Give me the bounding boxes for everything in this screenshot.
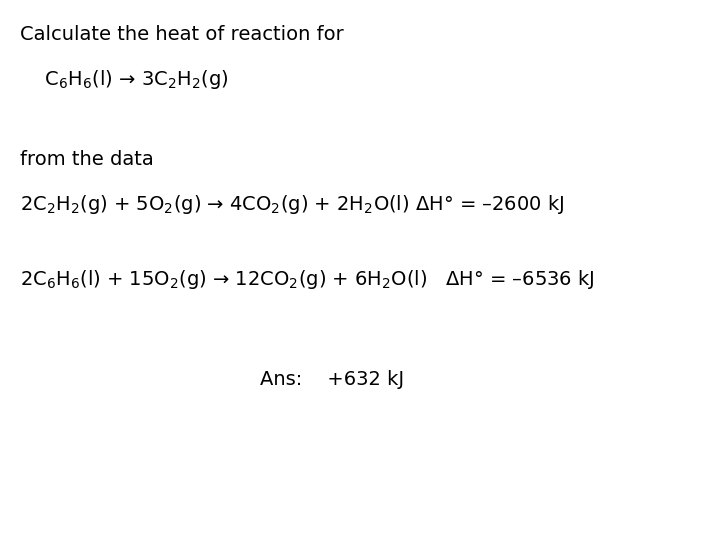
Text: C$_6$H$_6$(l) → 3C$_2$H$_2$(g): C$_6$H$_6$(l) → 3C$_2$H$_2$(g) <box>20 68 229 91</box>
Text: from the data: from the data <box>20 150 154 169</box>
Text: 2C$_2$H$_2$(g) + 5O$_2$(g) → 4CO$_2$(g) + 2H$_2$O(l) ΔH° = –2600 kJ: 2C$_2$H$_2$(g) + 5O$_2$(g) → 4CO$_2$(g) … <box>20 193 564 216</box>
Text: 2C$_6$H$_6$(l) + 15O$_2$(g) → 12CO$_2$(g) + 6H$_2$O(l)   ΔH° = –6536 kJ: 2C$_6$H$_6$(l) + 15O$_2$(g) → 12CO$_2$(g… <box>20 268 595 291</box>
Text: Ans:    +632 kJ: Ans: +632 kJ <box>260 370 404 389</box>
Text: Calculate the heat of reaction for: Calculate the heat of reaction for <box>20 25 343 44</box>
